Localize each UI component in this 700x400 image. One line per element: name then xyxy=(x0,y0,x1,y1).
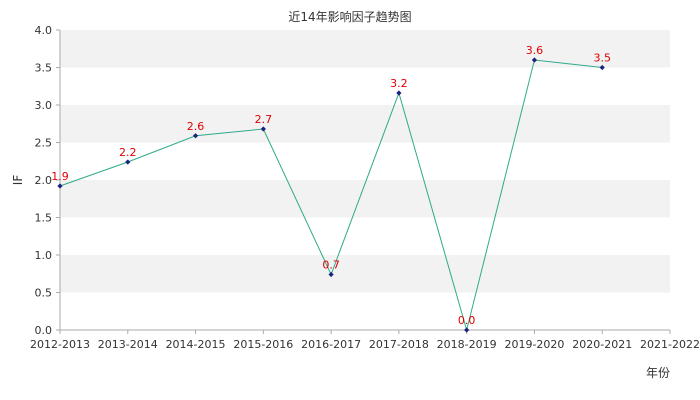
data-point-marker xyxy=(396,90,402,96)
y-tick-label: 2.0 xyxy=(35,174,53,187)
series-group xyxy=(57,57,605,333)
data-label: 0.7 xyxy=(322,259,340,272)
x-tick-label: 2020-2021 xyxy=(572,338,632,351)
x-tick-label: 2012-2013 xyxy=(30,338,90,351)
data-label: 3.5 xyxy=(593,52,611,65)
y-tick-labels: 0.0 0.5 1.0 1.5 2.0 2.5 3.0 3.5 4.0 xyxy=(35,24,60,337)
data-label: 1.9 xyxy=(51,170,69,183)
data-point-marker xyxy=(57,183,63,189)
x-tick-label: 2015-2016 xyxy=(233,338,293,351)
grid-band xyxy=(60,105,670,143)
data-label: 0.0 xyxy=(458,314,476,327)
grid-band xyxy=(60,30,670,68)
data-point-marker xyxy=(125,159,131,165)
x-tick-label: 2013-2014 xyxy=(98,338,158,351)
x-axis-label: 年份 xyxy=(646,366,670,380)
y-tick-label: 3.0 xyxy=(35,99,53,112)
grid-band xyxy=(60,292,670,330)
chart-title: 近14年影响因子趋势图 xyxy=(288,9,411,24)
data-point-marker xyxy=(328,271,334,278)
data-labels-group: 1.9 2.2 2.6 2.7 0.7 3.2 0.0 3.6 3.5 xyxy=(51,44,611,327)
grid-band xyxy=(60,67,670,105)
data-label: 3.6 xyxy=(526,44,544,57)
data-label: 3.2 xyxy=(390,77,408,90)
x-tick-label: 2014-2015 xyxy=(166,338,226,351)
y-tick-label: 1.5 xyxy=(35,212,53,225)
grid-band xyxy=(60,217,670,255)
y-tick-label: 0.0 xyxy=(35,324,53,337)
grid-bands xyxy=(60,30,670,330)
y-axis-label: IF xyxy=(11,175,25,186)
x-tick-label: 2019-2020 xyxy=(504,338,564,351)
data-label: 2.6 xyxy=(187,120,205,133)
y-tick-label: 1.0 xyxy=(35,249,53,262)
data-point-marker xyxy=(599,64,605,71)
y-tick-label: 2.5 xyxy=(35,137,53,150)
grid-band xyxy=(60,180,670,218)
grid-band xyxy=(60,142,670,180)
x-tick-label: 2017-2018 xyxy=(369,338,429,351)
data-point-marker xyxy=(464,327,470,333)
data-point-marker xyxy=(260,126,266,132)
data-label: 2.7 xyxy=(255,113,273,126)
x-tick-labels: 2012-2013 2013-2014 2014-2015 2015-2016 2016… xyxy=(30,330,700,351)
y-tick-label: 0.5 xyxy=(35,287,53,300)
grid-band xyxy=(60,255,670,293)
y-tick-label: 4.0 xyxy=(35,24,53,37)
data-point-marker xyxy=(531,57,538,63)
y-tick-label: 3.5 xyxy=(35,62,53,75)
x-tick-label: 2021-2022 xyxy=(640,338,700,351)
data-point-marker xyxy=(192,133,199,139)
x-tick-label: 2018-2019 xyxy=(437,338,497,351)
data-label: 2.2 xyxy=(119,146,137,159)
x-tick-label: 2016-2017 xyxy=(301,338,361,351)
